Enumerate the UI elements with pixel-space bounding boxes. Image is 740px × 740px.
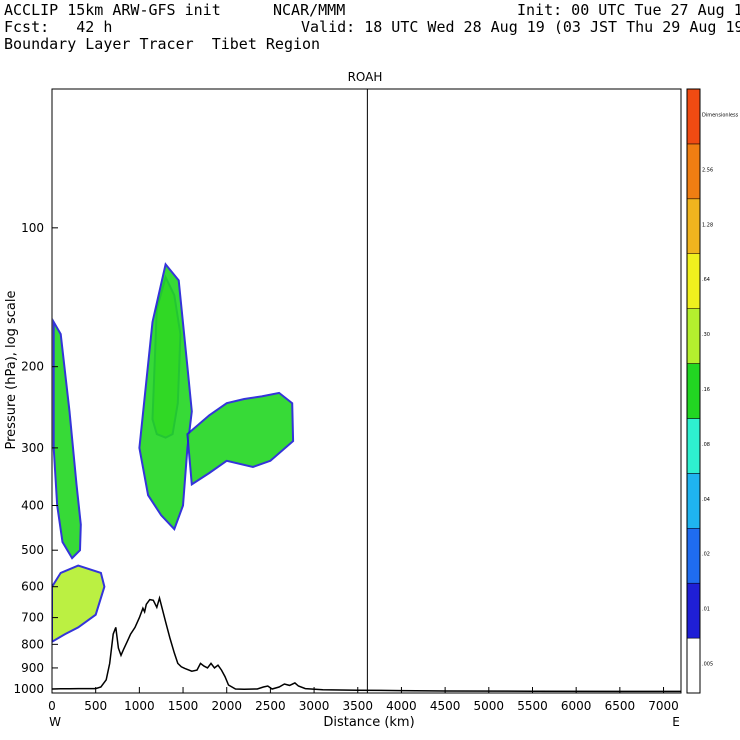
- x-tick-label: 1000: [124, 699, 155, 713]
- colorbar: .005 .01 .02 .04 .08 .16 .30 .64 1.28 2.56 Dimensi…: [686, 88, 739, 694]
- header-line1-right: Init: 00 UTC Tue 27 Aug 19: [517, 1, 740, 19]
- x-tick-label: 3000: [299, 699, 330, 713]
- y-tick-label: 900: [21, 661, 44, 675]
- colorbar-swatch: [686, 143, 701, 200]
- x-tick-label: 3500: [342, 699, 373, 713]
- header-line1-left: ACCLIP 15km ARW-GFS init: [4, 1, 221, 19]
- terrain-layer: [52, 595, 681, 693]
- y-tick-label: 800: [21, 637, 44, 651]
- x-end-label-right: E: [672, 715, 680, 729]
- colorbar-label: .08: [702, 442, 710, 448]
- tracer-plume-1: [52, 564, 106, 643]
- x-tick-label: 500: [84, 699, 107, 713]
- header-line2-right: Valid: 18 UTC Wed 28 Aug 19 (03 JST Thu …: [301, 18, 740, 36]
- colorbar-frame: [686, 88, 701, 694]
- colorbar-label: .64: [702, 277, 710, 283]
- chart-title: ROAH: [348, 70, 383, 84]
- plot-frame: [51, 88, 682, 694]
- tracer-plume-2: [52, 318, 82, 560]
- x-axis-title: Distance (km): [323, 715, 414, 730]
- colorbar-swatch: [686, 253, 701, 309]
- colorbar-swatch: [686, 363, 701, 419]
- colorbar-label: .01: [702, 607, 710, 613]
- colorbar-swatch: [686, 88, 701, 145]
- colorbar-swatch: [686, 473, 701, 529]
- header-line2-left: Fcst: 42 h: [4, 18, 113, 36]
- header-line1-center: NCAR/MMM: [273, 1, 346, 19]
- colorbar-swatch: [686, 418, 701, 474]
- colorbar-label: .30: [702, 332, 710, 338]
- y-tick-label: 300: [21, 441, 44, 455]
- x-tick-label: 6500: [605, 699, 636, 713]
- y-tick-label: 700: [21, 611, 44, 625]
- x-tick-label: 4000: [386, 699, 417, 713]
- terrain-line: [52, 595, 681, 693]
- colorbar-swatch: [686, 198, 701, 254]
- y-tick-label: 600: [21, 580, 44, 594]
- colorbar-label: .005: [702, 662, 713, 668]
- colorbar-label: 2.56: [702, 167, 713, 173]
- colorbar-label: .04: [702, 497, 710, 503]
- x-tick-label: 2000: [211, 699, 242, 713]
- y-axis: 100 200 300 400 500 600 700 800 900 1000: [13, 221, 58, 696]
- colorbar-swatch: [686, 528, 701, 584]
- colorbar-swatch: [686, 637, 701, 694]
- x-tick-label: 1500: [168, 699, 199, 713]
- colorbar-label: 1.28: [702, 222, 713, 228]
- x-tick-label: 5500: [517, 699, 548, 713]
- y-tick-label: 1000: [13, 682, 44, 696]
- y-tick-label: 100: [21, 221, 44, 235]
- tracer-field: [52, 262, 295, 643]
- x-tick-label: 7000: [648, 699, 679, 713]
- colorbar-label: .02: [702, 552, 710, 558]
- colorbar-label: .16: [702, 387, 710, 393]
- x-end-label-left: W: [49, 715, 61, 729]
- x-tick-label: 6000: [561, 699, 592, 713]
- x-tick-label: 4500: [430, 699, 461, 713]
- y-axis-title: Pressure (hPa), log scale: [4, 291, 19, 450]
- x-axis: 0 500 1000 1500 2000 2500 3000 3500 4000 4500 5000…: [48, 687, 679, 713]
- tracer-plume-4: [186, 391, 295, 487]
- colorbar-swatch: [686, 308, 701, 364]
- header-line3-left: Boundary Layer Tracer Tibet Region: [4, 35, 321, 53]
- colorbar-label: Dimensionless: [702, 112, 739, 118]
- colorbar-swatch: [686, 582, 701, 639]
- terrain-fill: [52, 598, 681, 693]
- x-tick-label: 0: [48, 699, 56, 713]
- x-tick-label: 2500: [255, 699, 286, 713]
- x-tick-label: 5000: [474, 699, 505, 713]
- y-tick-label: 400: [21, 499, 44, 513]
- tracer-plume-3: [138, 262, 193, 531]
- y-tick-label: 500: [21, 543, 44, 557]
- y-tick-label: 200: [21, 360, 44, 374]
